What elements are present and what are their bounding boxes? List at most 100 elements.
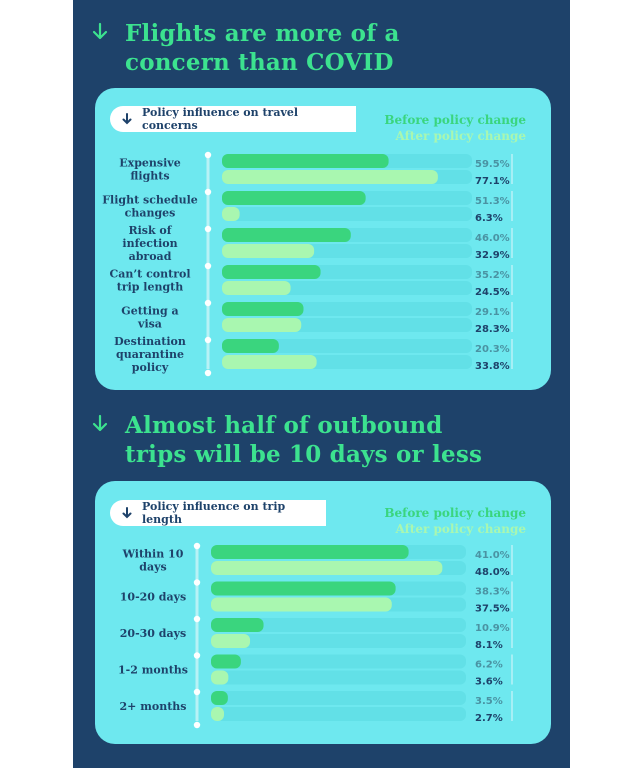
category-label: 2+ months	[120, 700, 187, 713]
bar-before-policy	[222, 302, 304, 316]
bar-before-policy	[211, 618, 264, 632]
bar-track	[211, 691, 466, 705]
trip-length-pill: Policy influence on trip length	[110, 500, 326, 526]
bar-after-policy	[222, 207, 240, 221]
bar-after-policy	[222, 170, 438, 184]
arrow-down-icon	[92, 414, 108, 432]
category-label: Can’t control trip length	[109, 268, 190, 294]
bar-after-policy	[211, 634, 251, 648]
value-label-before: 6.2%	[475, 660, 503, 671]
value-label-before: 38.3%	[475, 587, 510, 598]
axis-dot	[193, 721, 201, 729]
category-label-line: 1-2 months	[118, 664, 188, 677]
section1-heading: Flights are more of a concern than COVID	[125, 19, 400, 77]
axis-dot	[193, 688, 201, 696]
bar-track	[211, 707, 466, 721]
value-label-after: 48.0%	[475, 567, 510, 578]
bar-before-policy	[222, 265, 321, 279]
axis-dot	[204, 262, 212, 270]
travel-concerns-pill-label: Policy influence on travel concerns	[142, 106, 299, 132]
axis-dot	[204, 188, 212, 196]
bar-before-policy	[211, 545, 409, 559]
bar-track	[222, 339, 472, 353]
bar-track	[211, 634, 466, 648]
category-label-line: Expensive	[119, 157, 180, 170]
category-label: Risk of infection abroad	[122, 224, 177, 263]
bar-before-policy	[222, 228, 351, 242]
legend-before: Before policy change	[384, 506, 526, 520]
bar-after-policy	[222, 318, 302, 332]
category-label-line: 10-20 days	[120, 591, 186, 604]
bar-after-policy	[211, 707, 225, 721]
arrow-down-icon	[122, 113, 132, 125]
bar-after-policy	[211, 561, 443, 575]
section2-heading-line2: trips will be 10 days or less	[125, 441, 483, 468]
value-label-after: 3.6%	[475, 677, 503, 688]
bar-before-policy	[211, 654, 241, 669]
axis-dot	[204, 369, 212, 377]
section1-heading-line1: Flights are more of a	[125, 20, 400, 47]
travel-concerns-pill: Policy influence on travel concerns	[110, 106, 356, 132]
value-label-after: 24.5%	[475, 287, 510, 298]
value-label-before: 29.1%	[475, 307, 510, 318]
axis-dot	[204, 225, 212, 233]
value-label-before: 10.9%	[475, 623, 510, 634]
category-label-line: Risk of	[128, 224, 172, 237]
bar-after-policy	[222, 281, 291, 295]
category-label: Destination quarantine policy	[114, 335, 186, 374]
bar-track	[211, 654, 466, 669]
arrow-down-icon	[92, 22, 108, 40]
axis-dot	[193, 615, 201, 623]
category-label-line: 2+ months	[120, 700, 187, 713]
value-label-before: 51.3%	[475, 196, 510, 207]
value-label-after: 32.9%	[475, 250, 510, 261]
value-label-after: 8.1%	[475, 640, 503, 651]
axis-dot	[193, 652, 201, 659]
bar-before-policy	[222, 339, 279, 353]
bar-after-policy	[222, 244, 315, 258]
legend-after: After policy change	[395, 129, 526, 143]
category-label-line: 20-30 days	[120, 627, 186, 640]
category-label: Flight schedule changes	[102, 194, 198, 220]
axis-dot	[204, 151, 212, 159]
bar-before-policy	[211, 691, 228, 705]
category-label-line: changes	[125, 207, 176, 220]
section2-heading-line1: Almost half of outbound	[125, 412, 443, 439]
bar-after-policy	[211, 670, 229, 685]
category-label: Within 10 days	[122, 548, 184, 574]
trip-length-pill-label: Policy influence on trip length	[142, 500, 286, 526]
category-label: 10-20 days	[120, 591, 186, 604]
value-label-after: 33.8%	[475, 361, 510, 372]
axis-dot	[204, 336, 212, 344]
category-label-line: abroad	[129, 250, 172, 263]
bar-track	[211, 670, 466, 685]
axis-dot	[204, 299, 212, 307]
bar-track	[211, 618, 466, 632]
bar-before-policy	[211, 581, 396, 596]
category-label-line: Destination	[114, 335, 186, 348]
arrow-down-icon	[122, 507, 132, 519]
value-label-after: 6.3%	[475, 213, 503, 224]
legend-after: After policy change	[395, 522, 526, 536]
legend-before: Before policy change	[384, 113, 526, 127]
axis-dot	[193, 579, 201, 586]
category-label-line: Getting a	[121, 305, 178, 318]
category-label-line: trip length	[117, 281, 184, 294]
bar-track	[222, 207, 472, 221]
category-label-line: flights	[130, 170, 169, 183]
section2-heading: Almost half of outbound trips will be 10…	[125, 411, 482, 469]
category-label-line: Flight schedule	[102, 194, 198, 207]
section1-heading-line2: concern than COVID	[125, 49, 394, 76]
value-label-after: 2.7%	[475, 713, 503, 724]
value-label-before: 20.3%	[475, 344, 510, 355]
category-label-line: days	[139, 561, 166, 574]
category-label: 1-2 months	[118, 664, 188, 677]
value-label-after: 37.5%	[475, 604, 510, 615]
axis-dot	[193, 542, 201, 550]
value-label-after: 77.1%	[475, 176, 510, 187]
value-label-before: 41.0%	[475, 550, 510, 561]
value-label-before: 59.5%	[475, 159, 510, 170]
trip-length-legend: Before policy change After policy change	[384, 505, 526, 537]
